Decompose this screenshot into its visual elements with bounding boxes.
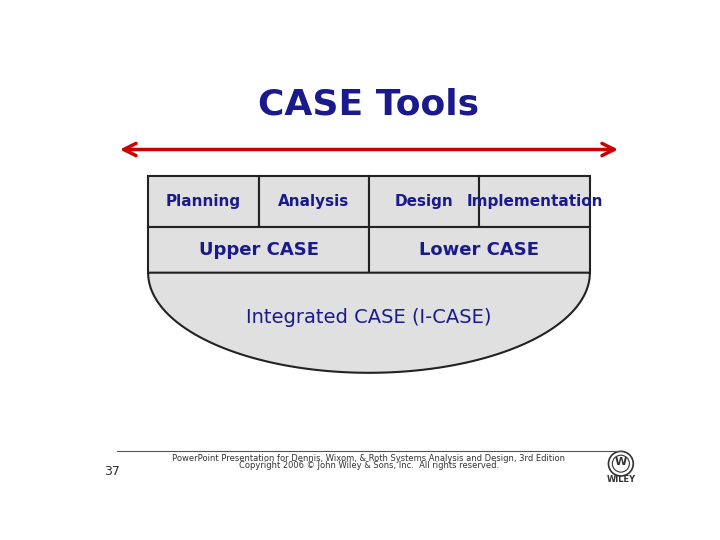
Polygon shape [148, 273, 590, 373]
Text: Lower CASE: Lower CASE [420, 241, 539, 259]
Bar [480, 177, 590, 226]
Text: WILEY: WILEY [606, 475, 636, 483]
Text: 37: 37 [104, 465, 120, 478]
Bar [148, 177, 258, 226]
Text: Analysis: Analysis [278, 194, 349, 209]
Text: Implementation: Implementation [467, 194, 603, 209]
Bar [148, 226, 369, 273]
Text: W: W [615, 457, 627, 467]
Text: Copyright 2006 © John Wiley & Sons, Inc.  All rights reserved.: Copyright 2006 © John Wiley & Sons, Inc.… [239, 462, 499, 470]
Bar [369, 226, 590, 273]
Text: Integrated CASE (I-CASE): Integrated CASE (I-CASE) [246, 308, 492, 327]
Bar [369, 177, 480, 226]
Bar [258, 177, 369, 226]
Text: Upper CASE: Upper CASE [199, 241, 318, 259]
Text: Design: Design [395, 194, 454, 209]
Text: CASE Tools: CASE Tools [258, 88, 480, 122]
Text: PowerPoint Presentation for Dennis, Wixom, & Roth Systems Analysis and Design, 3: PowerPoint Presentation for Dennis, Wixo… [173, 454, 565, 463]
Text: Planning: Planning [166, 194, 241, 209]
